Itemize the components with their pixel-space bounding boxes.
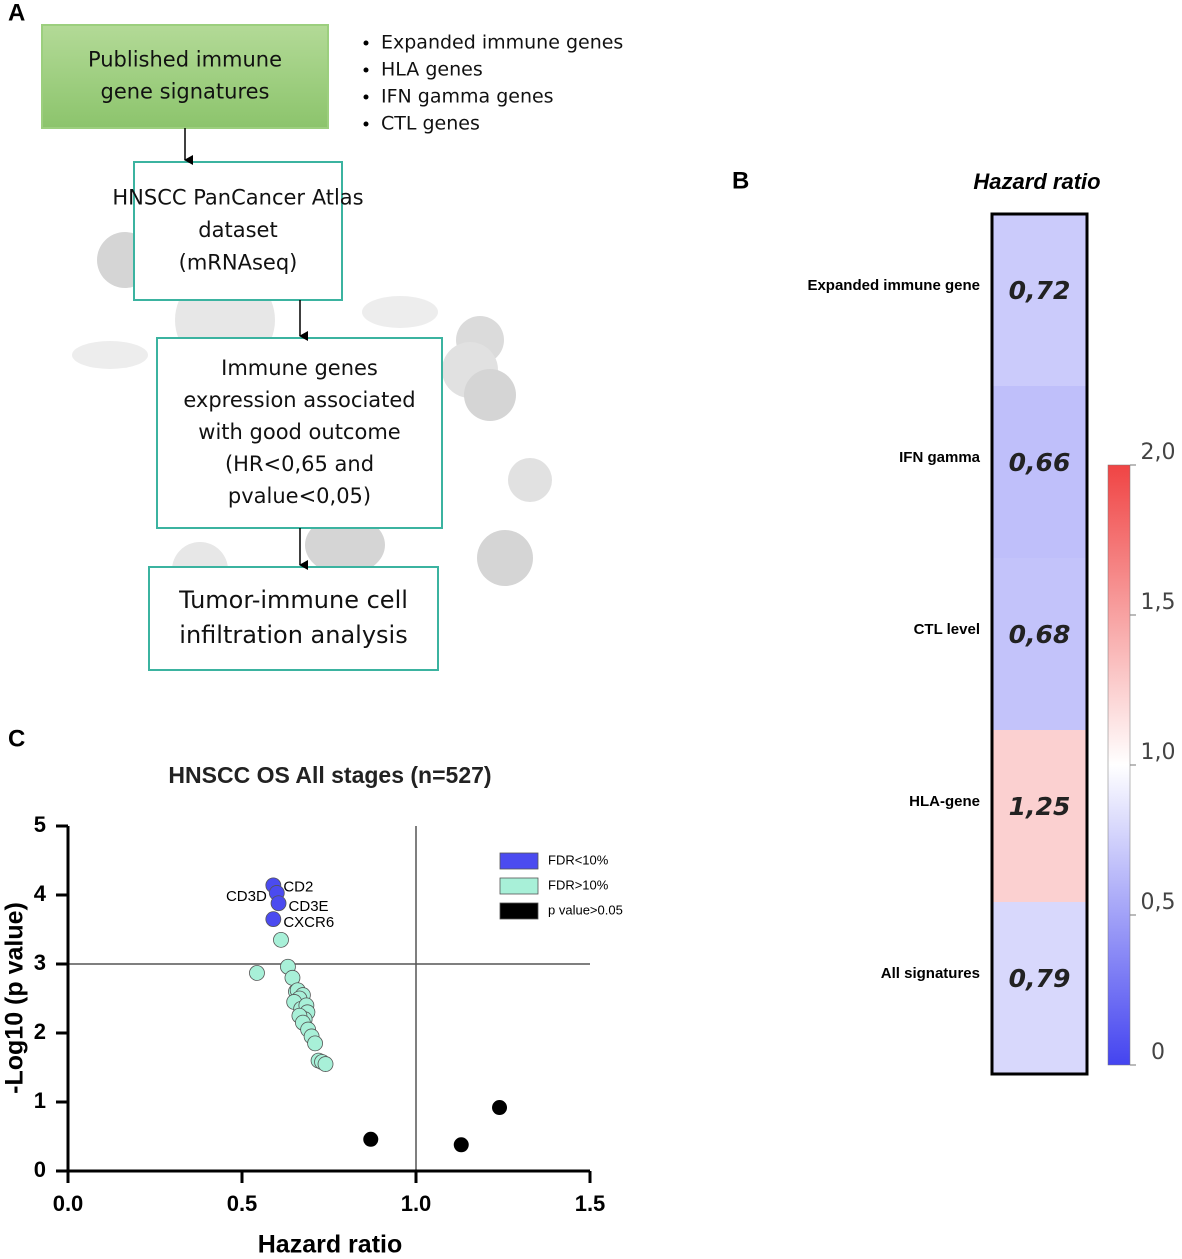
heatmap-border [990,212,1089,1076]
scatter-point [492,1100,508,1116]
flow-box-text: infiltration analysis [179,621,407,649]
y-tick-label: 2 [34,1019,46,1044]
flow-box-text: gene signatures [100,80,269,104]
flow-box-text: (HR<0,65 and [225,452,374,476]
heatmap-value: 0,79 [1009,964,1071,993]
heatmap-cell [992,214,1087,386]
legend-label: p value>0.05 [548,902,623,917]
y-tick-label: 0 [34,1157,46,1182]
row-label: CTL level [914,621,980,638]
x-tick-label: 1.0 [401,1191,432,1216]
legend-label: FDR>10% [548,877,609,892]
point-label: CD2 [283,878,313,895]
point-label: CD3D [226,888,267,905]
flow-box-text: Immune genes [221,356,378,380]
row-label: HLA-gene [909,793,980,810]
scatter-point [317,1056,334,1072]
colorbar-tick-label: 1,5 [1141,590,1176,615]
point-label: CXCR6 [283,914,334,931]
flow-box-text: pvalue<0,05) [228,484,371,508]
heatmap-value: 1,25 [1009,792,1071,821]
y-tick-label: 5 [34,812,46,837]
chart-title: HNSCC OS All stages (n=527) [168,762,491,788]
scatter-point [249,965,265,981]
x-tick-label: 0.0 [53,1191,84,1216]
y-tick-label: 3 [34,950,46,975]
flow-box [133,161,343,301]
y-tick-label: 4 [34,881,47,906]
scatter-point [270,895,287,912]
heatmap-cell [992,558,1087,730]
colorbar-tick-label: 1,0 [1141,740,1176,765]
colorbar-tick-label: 0 [1151,1040,1165,1065]
colorbar [1107,464,1131,1066]
flow-box-text: with good outcome [198,420,400,444]
heatmap-cell [992,902,1087,1074]
flow-box [156,337,443,529]
legend-swatch [499,902,539,920]
flow-box-text: Tumor-immune cell [178,586,408,614]
flow-box-text: HNSCC PanCancer Atlas [112,186,363,210]
row-label: All signatures [881,965,980,982]
flow-box-text: expression associated [183,388,415,412]
bullet [363,40,369,46]
x-tick-label: 1.5 [575,1191,606,1216]
flow-box-text: Published immune [88,48,282,72]
scatter-point [273,931,289,948]
panel-label: B [732,167,749,194]
scatter-point [307,1035,323,1052]
bullet-text: IFN gamma genes [381,86,554,108]
bullet [363,67,369,73]
row-label: Expanded immune gene [807,277,980,294]
flow-box-text: dataset [198,218,277,242]
panel-label: A [8,0,25,26]
colorbar-tick-label: 2,0 [1141,440,1176,465]
bullet [363,94,369,100]
scatter-point [265,911,282,928]
legend-swatch [499,852,539,870]
y-axis-label: -Log10 (p value) [1,902,29,1094]
heatmap-value: 0,68 [1009,620,1071,649]
scatter-point [363,1131,379,1147]
bullet-text: CTL genes [381,113,480,135]
bullet [363,121,369,127]
flow-box [41,24,329,129]
heatmap-cell [992,386,1087,558]
scatter-point [453,1137,469,1153]
heatmap-cell [992,730,1087,902]
row-label: IFN gamma [899,449,981,466]
y-tick-label: 1 [34,1088,46,1113]
flow-box [148,566,439,671]
heatmap-value: 0,72 [1009,276,1071,305]
legend-label: FDR<10% [548,852,609,867]
colorbar-tick-label: 0,5 [1141,890,1176,915]
legend-swatch [499,877,539,895]
flow-box-text: (mRNAseq) [179,251,298,275]
heatmap-title: Hazard ratio [973,169,1100,194]
point-label: CD3E [289,898,329,915]
bullet-text: HLA genes [381,59,483,81]
heatmap-value: 0,66 [1009,448,1071,477]
panel-label: C [8,725,25,752]
x-axis-label: Hazard ratio [258,1231,402,1259]
x-tick-label: 0.5 [227,1191,258,1216]
bullet-text: Expanded immune genes [381,32,623,54]
